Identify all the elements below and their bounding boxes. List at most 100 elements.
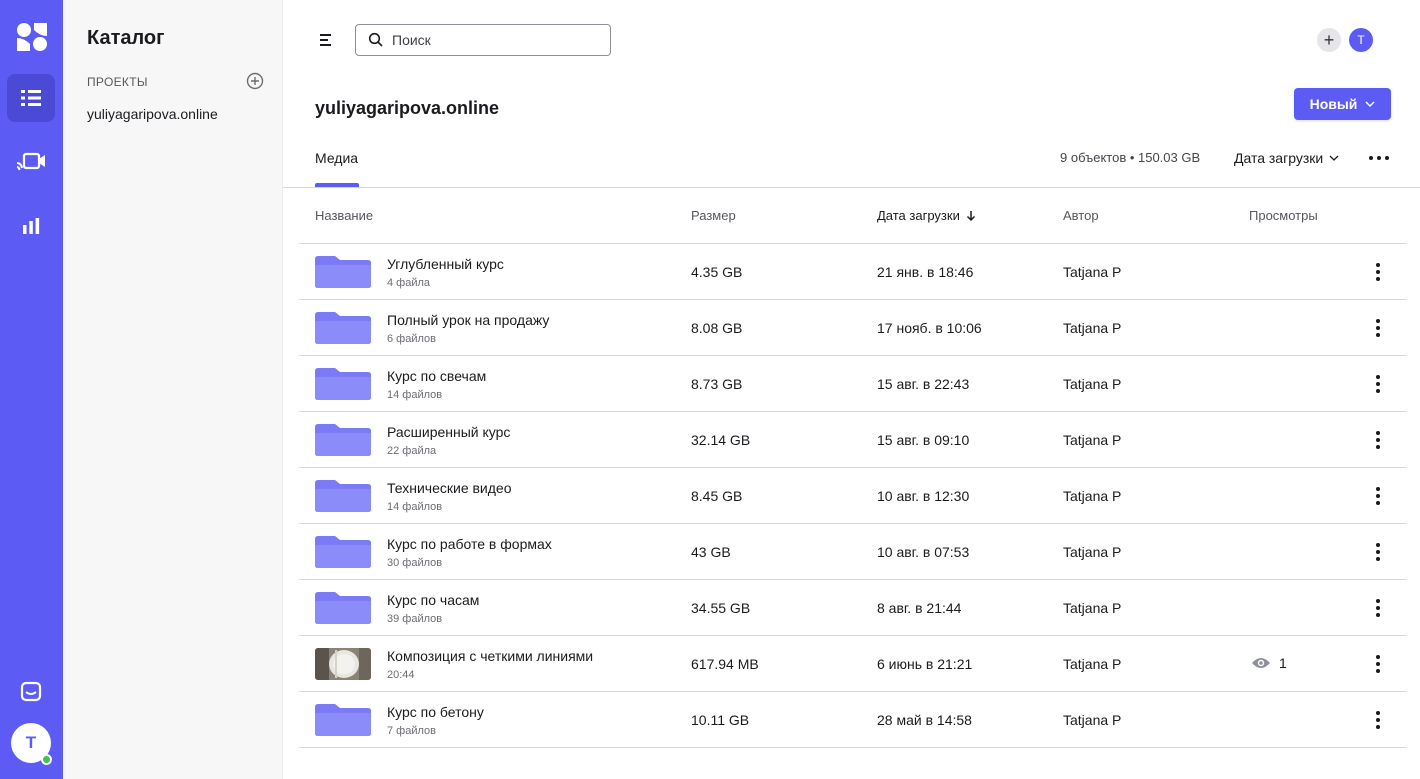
row-more-button[interactable]	[1369, 652, 1387, 676]
sort-label: Дата загрузки	[1234, 150, 1324, 166]
item-name[interactable]: Курс по часам	[387, 592, 480, 608]
nav-catalog-button[interactable]	[7, 74, 55, 122]
item-size: 32.14 GB	[691, 432, 751, 448]
column-header-size[interactable]: Размер	[691, 208, 736, 223]
row-more-button[interactable]	[1369, 316, 1387, 340]
more-vertical-icon	[1376, 543, 1380, 561]
item-subtitle: 7 файлов	[387, 725, 436, 737]
item-size: 8.73 GB	[691, 376, 743, 392]
more-vertical-icon	[1376, 319, 1380, 337]
table-row[interactable]: Расширенный курс 22 файла 32.14 GB 15 авг. …	[299, 412, 1407, 468]
search-box[interactable]	[355, 24, 611, 56]
row-more-button[interactable]	[1369, 484, 1387, 508]
column-header-author[interactable]: Автор	[1063, 208, 1099, 223]
item-name[interactable]: Курс по бетону	[387, 704, 484, 720]
item-upload-date: 15 авг. в 09:10	[877, 432, 970, 448]
more-vertical-icon	[1376, 375, 1380, 393]
row-more-button[interactable]	[1369, 540, 1387, 564]
row-more-button[interactable]	[1369, 708, 1387, 732]
item-name[interactable]: Расширенный курс	[387, 424, 511, 440]
add-project-icon[interactable]	[246, 72, 264, 90]
row-more-button[interactable]	[1369, 260, 1387, 284]
item-size: 34.55 GB	[691, 600, 751, 616]
item-author: Tatjana P	[1063, 320, 1122, 336]
video-thumbnail[interactable]	[315, 648, 371, 680]
item-subtitle: 30 файлов	[387, 557, 443, 569]
row-more-button[interactable]	[1369, 428, 1387, 452]
item-upload-date: 21 янв. в 18:46	[877, 264, 974, 280]
row-more-button[interactable]	[1369, 372, 1387, 396]
table-row[interactable]: Композиция с четкими линиями 20:44 617.94 …	[299, 636, 1407, 692]
item-author: Tatjana P	[1063, 544, 1122, 560]
table-row[interactable]: Курс по бетону 7 файлов 10.11 GB 28 май в 1…	[299, 692, 1407, 748]
item-author: Tatjana P	[1063, 600, 1122, 616]
chevron-down-icon	[1365, 101, 1375, 107]
item-subtitle: 22 файла	[387, 445, 437, 457]
column-header-views[interactable]: Просмотры	[1249, 208, 1318, 223]
item-author: Tatjana P	[1063, 264, 1122, 280]
online-status-indicator	[41, 754, 52, 765]
item-size: 43 GB	[691, 544, 731, 560]
item-name[interactable]: Технические видео	[387, 480, 512, 496]
eye-icon	[1252, 658, 1270, 668]
folder-icon	[315, 536, 371, 568]
new-button[interactable]: Новый	[1294, 88, 1391, 120]
folder-icon	[315, 256, 371, 288]
catalog-icon	[21, 90, 41, 106]
more-vertical-icon	[1376, 599, 1380, 617]
column-header-date[interactable]: Дата загрузки	[877, 208, 976, 223]
item-size: 4.35 GB	[691, 264, 743, 280]
item-author: Tatjana P	[1063, 432, 1122, 448]
more-horizontal-icon[interactable]	[1368, 148, 1390, 168]
tab-active-indicator	[315, 183, 359, 187]
item-size: 8.08 GB	[691, 320, 743, 336]
more-vertical-icon	[1376, 263, 1380, 281]
nav-analytics-button[interactable]	[7, 202, 55, 250]
item-author: Tatjana P	[1063, 712, 1122, 728]
table-row[interactable]: Курс по свечам 14 файлов 8.73 GB 15 авг. в …	[299, 356, 1407, 412]
add-circle-icon[interactable]: +	[1317, 28, 1341, 52]
header-avatar[interactable]: T	[1349, 28, 1373, 52]
nav-live-button[interactable]	[7, 138, 55, 186]
table-row[interactable]: Курс по часам 39 файлов 34.55 GB 8 авг. в 2…	[299, 580, 1407, 636]
item-upload-date: 10 авг. в 12:30	[877, 488, 970, 504]
search-icon	[368, 32, 383, 47]
folder-icon	[315, 312, 371, 344]
item-name[interactable]: Курс по работе в формах	[387, 536, 552, 552]
item-size: 617.94 MB	[691, 656, 759, 672]
item-name[interactable]: Углубленный курс	[387, 256, 504, 272]
menu-icon[interactable]	[317, 30, 337, 50]
app-logo-icon[interactable]	[16, 22, 48, 52]
item-upload-date: 10 авг. в 07:53	[877, 544, 970, 560]
item-size: 8.45 GB	[691, 488, 743, 504]
projects-section-label: ПРОЕКТЫ	[87, 75, 148, 89]
item-subtitle: 4 файла	[387, 277, 431, 289]
item-name[interactable]: Курс по свечам	[387, 368, 487, 384]
sort-dropdown[interactable]: Дата загрузки	[1234, 150, 1339, 166]
more-vertical-icon	[1376, 431, 1380, 449]
row-more-button[interactable]	[1369, 596, 1387, 620]
tabs-divider	[283, 187, 1420, 188]
table-row[interactable]: Курс по работе в формах 30 файлов 43 GB 10 …	[299, 524, 1407, 580]
item-name[interactable]: Полный урок на продажу	[387, 312, 550, 328]
nav-chat-button[interactable]	[7, 668, 55, 716]
folder-icon	[315, 592, 371, 624]
item-views-count: 1	[1279, 655, 1287, 671]
item-subtitle: 6 файлов	[387, 333, 436, 345]
item-name[interactable]: Композиция с четкими линиями	[387, 648, 594, 664]
table-row[interactable]: Полный урок на продажу 6 файлов 8.08 GB 17 …	[299, 300, 1407, 356]
column-header-name[interactable]: Название	[315, 208, 374, 223]
tab-media[interactable]: Медиа	[315, 150, 359, 166]
table-row[interactable]: Углубленный курс 4 файла 4.35 GB 21 янв. в …	[299, 244, 1407, 300]
search-input[interactable]	[392, 32, 592, 48]
user-avatar[interactable]: T	[11, 723, 51, 763]
more-vertical-icon	[1376, 711, 1380, 729]
item-upload-date: 17 нояб. в 10:06	[877, 320, 982, 336]
new-button-label: Новый	[1309, 96, 1358, 112]
sidebar-item-project[interactable]: yuliyagaripova.online	[87, 106, 218, 122]
item-size: 10.11 GB	[691, 712, 750, 728]
item-views: 1	[1251, 655, 1287, 671]
table-row[interactable]: Технические видео 14 файлов 8.45 GB 10 авг.…	[299, 468, 1407, 524]
folder-icon	[315, 480, 371, 512]
item-author: Tatjana P	[1063, 376, 1122, 392]
